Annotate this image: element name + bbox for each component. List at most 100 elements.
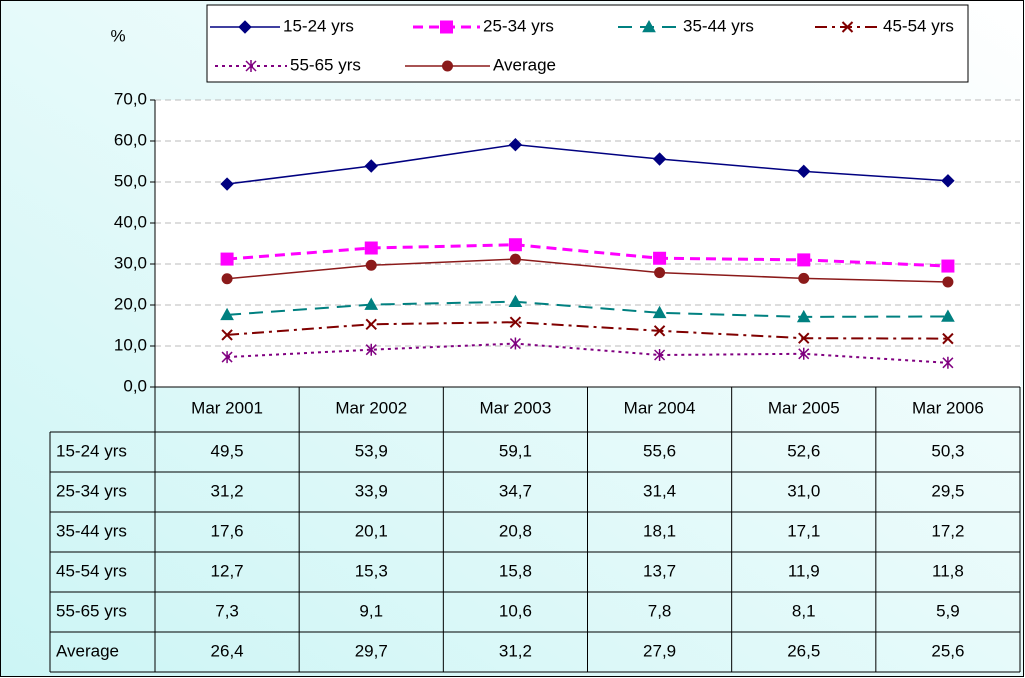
marker bbox=[652, 305, 667, 319]
table-cell: 13,7 bbox=[643, 561, 676, 580]
table-cell: 7,3 bbox=[215, 601, 239, 620]
table-cell: 31,2 bbox=[211, 481, 244, 500]
legend-marker bbox=[245, 60, 257, 72]
table-cell: 15,8 bbox=[499, 561, 532, 580]
table-cell: 26,4 bbox=[211, 641, 244, 660]
x-tick-label: Mar 2004 bbox=[624, 398, 696, 417]
x-tick-label: Mar 2002 bbox=[335, 398, 407, 417]
legend-marker bbox=[642, 19, 656, 33]
y-axis-label: % bbox=[110, 26, 125, 45]
y-tick-label: 50,0 bbox=[114, 171, 147, 190]
y-tick-label: 20,0 bbox=[114, 294, 147, 313]
table-cell: 31,2 bbox=[499, 641, 532, 660]
x-tick-label: Mar 2005 bbox=[768, 398, 840, 417]
table-cell: 11,8 bbox=[932, 561, 964, 580]
table-cell: 31,4 bbox=[643, 481, 676, 500]
table-cell: 5,9 bbox=[936, 601, 960, 620]
marker bbox=[221, 329, 233, 341]
marker bbox=[798, 272, 810, 284]
table-cell: 9,1 bbox=[359, 601, 383, 620]
table-cell: 49,5 bbox=[211, 441, 244, 460]
table-row-label: 55-65 yrs bbox=[56, 601, 127, 620]
table-cell: 52,6 bbox=[787, 441, 820, 460]
marker bbox=[221, 351, 233, 364]
marker bbox=[941, 174, 955, 188]
series-line bbox=[227, 300, 948, 318]
legend-label: Average bbox=[493, 55, 556, 74]
marker bbox=[654, 349, 666, 362]
marker bbox=[220, 307, 234, 321]
marker bbox=[941, 259, 955, 273]
marker bbox=[365, 343, 377, 356]
table-cell: 25,6 bbox=[931, 641, 964, 660]
table-cell: 20,1 bbox=[355, 521, 388, 540]
table-cell: 50,3 bbox=[931, 441, 964, 460]
marker bbox=[642, 19, 656, 33]
table-cell: 18,1 bbox=[643, 521, 676, 540]
marker bbox=[509, 316, 522, 328]
series-line bbox=[227, 342, 948, 364]
series-line bbox=[227, 321, 948, 340]
table-cell: 34,7 bbox=[499, 481, 532, 500]
x-tick-label: Mar 2001 bbox=[191, 398, 263, 417]
marker bbox=[942, 332, 954, 345]
table-cell: 12,7 bbox=[211, 561, 244, 580]
table-cell: 7,8 bbox=[648, 601, 672, 620]
legend-label: 25-34 yrs bbox=[483, 16, 554, 35]
table-row-label: 35-44 yrs bbox=[56, 521, 127, 540]
table-cell: 29,7 bbox=[355, 641, 388, 660]
table-cell: 26,5 bbox=[787, 641, 820, 660]
legend-marker bbox=[841, 21, 854, 33]
marker bbox=[798, 347, 810, 360]
legend-label: 55-65 yrs bbox=[290, 55, 361, 74]
marker bbox=[654, 267, 666, 279]
plot-area bbox=[155, 100, 1020, 387]
y-tick-label: 60,0 bbox=[114, 130, 147, 149]
table-cell: 33,9 bbox=[355, 481, 388, 500]
table-cell: 11,9 bbox=[788, 561, 820, 580]
marker bbox=[245, 60, 257, 72]
table-cell: 29,5 bbox=[931, 481, 964, 500]
table-cell: 15,3 bbox=[355, 561, 388, 580]
table-cell: 31,0 bbox=[787, 481, 820, 500]
marker bbox=[221, 273, 233, 285]
table-cell: 53,9 bbox=[355, 441, 388, 460]
marker bbox=[509, 253, 521, 265]
series-line bbox=[227, 258, 948, 283]
legend-label: 45-54 yrs bbox=[883, 16, 954, 35]
marker bbox=[364, 297, 379, 310]
marker bbox=[440, 20, 453, 34]
marker bbox=[798, 332, 810, 344]
marker bbox=[364, 241, 378, 255]
marker bbox=[941, 309, 955, 322]
legend-marker bbox=[442, 60, 453, 72]
marker bbox=[653, 251, 667, 265]
x-tick-label: Mar 2006 bbox=[912, 398, 984, 417]
marker bbox=[442, 60, 453, 72]
marker bbox=[841, 21, 854, 33]
table-cell: 55,6 bbox=[643, 441, 676, 460]
marker bbox=[653, 325, 666, 337]
table-cell: 17,1 bbox=[787, 521, 820, 540]
y-tick-label: 70,0 bbox=[114, 89, 147, 108]
legend-box bbox=[206, 4, 969, 83]
marker bbox=[942, 276, 954, 288]
table-cell: 59,1 bbox=[499, 441, 532, 460]
marker bbox=[508, 137, 523, 152]
table-cell: 27,9 bbox=[643, 641, 676, 660]
table-cell: 20,8 bbox=[499, 521, 532, 540]
marker bbox=[508, 238, 522, 252]
table-row-label: Average bbox=[56, 641, 119, 660]
y-tick-label: 10,0 bbox=[114, 335, 147, 354]
y-tick-label: 40,0 bbox=[114, 212, 147, 231]
table-cell: 8,1 bbox=[792, 601, 816, 620]
table-row-label: 15-24 yrs bbox=[56, 441, 127, 460]
series-line bbox=[226, 143, 948, 185]
table-cell: 17,6 bbox=[211, 521, 244, 540]
marker bbox=[220, 252, 234, 266]
table-row-label: 25-34 yrs bbox=[56, 481, 127, 500]
marker bbox=[652, 152, 667, 166]
marker bbox=[364, 159, 378, 173]
table-cell: 17,2 bbox=[931, 521, 964, 540]
legend-label: 35-44 yrs bbox=[683, 16, 754, 35]
